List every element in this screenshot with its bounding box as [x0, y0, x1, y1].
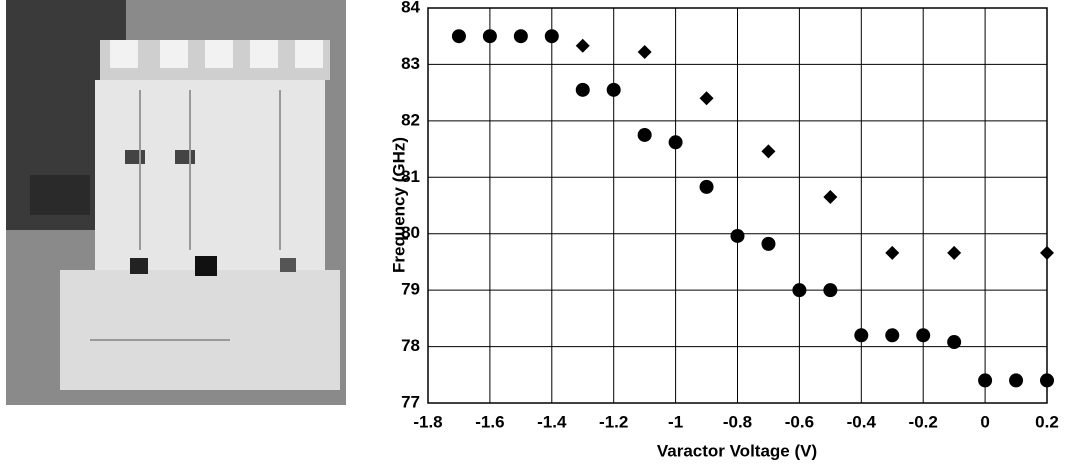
x-tick-label: -0.8: [723, 412, 752, 431]
x-tick-label: -1: [668, 412, 683, 431]
data-point: [978, 373, 993, 388]
x-tick-label: -0.2: [909, 412, 938, 431]
data-point: [761, 236, 776, 251]
data-point: [761, 144, 776, 159]
x-tick-label: -0.4: [847, 412, 877, 431]
x-tick-label: -0.6: [785, 412, 814, 431]
y-tick-label: 80: [401, 223, 420, 242]
data-point: [637, 127, 652, 142]
data-point: [699, 179, 714, 194]
x-tick-label: 0: [980, 412, 989, 431]
data-point: [947, 335, 962, 350]
data-point: [451, 29, 466, 44]
y-tick-label: 82: [401, 110, 420, 129]
data-point: [885, 328, 900, 343]
data-point: [1040, 373, 1054, 388]
data-point: [947, 245, 962, 260]
data-point: [482, 29, 497, 44]
plot-frame: [427, 7, 1048, 404]
data-point: [637, 45, 652, 60]
data-point: [699, 91, 714, 106]
y-tick-label: 84: [401, 0, 420, 16]
x-tick-label: -1.8: [413, 412, 442, 431]
x-tick-label: -1.6: [475, 412, 504, 431]
data-point: [513, 29, 528, 44]
data-point: [1040, 245, 1054, 260]
chart: Frequency (GHz) Varactor Voltage (V) 77 7…: [389, 0, 1058, 460]
data-point: [792, 283, 807, 298]
data-point: [575, 38, 590, 53]
x-tick-label: 0.2: [1035, 412, 1059, 431]
data-point: [854, 328, 869, 343]
x-tick-label: -1.4: [537, 412, 567, 431]
data-point: [916, 328, 931, 343]
x-axis-label: Varactor Voltage (V): [657, 441, 817, 460]
y-axis-label: Frequency (GHz): [389, 137, 408, 273]
y-tick-label: 77: [401, 392, 420, 411]
data-point: [823, 283, 838, 298]
data-point: [575, 82, 590, 97]
data-point: [1009, 373, 1024, 388]
y-tick-label: 79: [401, 280, 420, 299]
y-tick-label: 81: [401, 167, 420, 186]
y-tick-label: 83: [401, 54, 420, 73]
data-point: [544, 29, 559, 44]
data-point: [730, 228, 745, 243]
data-point: [885, 245, 900, 260]
y-tick-label: 78: [401, 336, 420, 355]
x-tick-label: -1.2: [599, 412, 628, 431]
data-point: [823, 190, 838, 205]
data-point: [668, 135, 683, 150]
chip-micrograph: [6, 0, 346, 405]
data-point: [606, 82, 621, 97]
